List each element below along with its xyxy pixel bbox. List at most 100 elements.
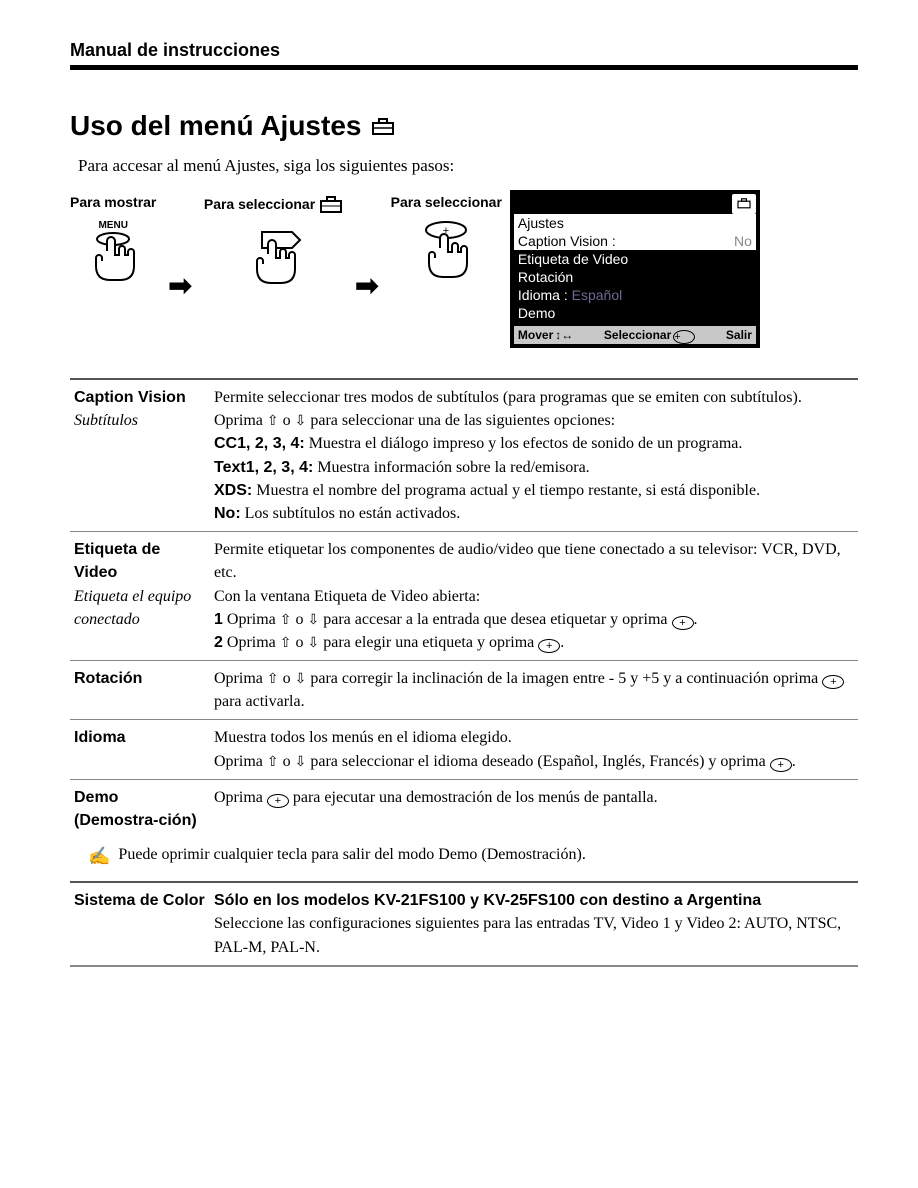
def-p: Seleccione las configuraciones siguiente… [214,912,854,958]
def-p: Permite seleccionar tres modos de subtít… [214,386,854,409]
menu-label: MENU [98,220,127,231]
oval-plus-icon: + [822,675,844,689]
header-rule [70,65,858,70]
arrow-icon: ➡ [168,269,191,303]
toolbox-icon [319,194,343,214]
oval-plus-icon: + [672,616,694,630]
note-text: Puede oprimir cualquier tecla para salir… [118,846,585,867]
joystick-hand-icon [244,224,304,294]
term-idioma: Idioma [74,726,206,749]
table-row: Idioma Muestra todos los menús en el idi… [70,720,858,779]
toolbox-icon [371,116,395,136]
def-p: Oprima ⇧ o ⇩ para seleccionar una de las… [214,409,854,432]
down-arrow-icon: ⇩ [295,670,307,686]
definition-cell: Muestra todos los menús en el idioma ele… [210,720,858,779]
osd-toolbox-icon [732,194,756,214]
step-num: 1 [214,611,223,628]
osd-footer: Mover↕↔ Seleccionar+ Salir [514,326,756,344]
down-arrow-icon: ⇩ [295,753,307,769]
intro-text: Para accesar al menú Ajustes, siga los s… [78,156,858,176]
t: Oprima [227,611,280,628]
table-row: Caption Vision Subtítulos Permite selecc… [70,379,858,532]
definitions-table: Caption Vision Subtítulos Permite selecc… [70,378,858,838]
t: Oprima [214,670,267,687]
t: para activarla. [214,693,305,710]
b: No: [214,505,241,522]
term-demo: Demo (Demostra-ción) [74,786,206,832]
def-step: 1Oprima ⇧ o ⇩ para accesar a la entrada … [214,608,854,631]
osd-foot-move: Mover [518,328,553,342]
oval-plus-icon: + [538,639,560,653]
t: para elegir una etiqueta y oprima [319,634,538,651]
term-caption-vision: Caption Vision [74,386,206,409]
arrow-icon: ➡ [355,269,378,303]
page-header: Manual de instrucciones [70,40,858,70]
def-p: Muestra todos los menús en el idioma ele… [214,726,854,749]
term-sistema: Sistema de Color [74,889,206,912]
definition-cell: Oprima ⇧ o ⇩ para corregir la inclinació… [210,661,858,720]
osd-idioma-value: Español [572,287,623,303]
t: o [292,634,308,651]
t: Los subtítulos no están activados. [241,505,461,522]
t: para corregir la inclinación de la image… [306,670,822,687]
def-p: XDS: Muestra el nombre del programa actu… [214,479,854,502]
step-1: Para mostrar MENU [70,194,156,301]
note: ✍ Puede oprimir cualquier tecla para sal… [88,846,858,873]
step-3: Para seleccionar + [391,194,502,290]
title-text: Uso del menú Ajustes [70,110,361,142]
definition-cell: Sólo en los modelos KV-21FS100 y KV-25FS… [210,882,858,965]
term-etiqueta: Etiqueta de Video [74,538,206,584]
def-step: 2Oprima ⇧ o ⇩ para elegir una etiqueta y… [214,631,854,654]
b: XDS: [214,482,252,499]
osd-foot-exit: Salir [726,328,752,342]
osd-highlight-row: Caption Vision : No [514,232,756,250]
osd-line: Etiqueta de Video [514,250,756,268]
down-arrow-icon: ⇩ [308,611,320,627]
t: Muestra el nombre del programa actual y … [252,482,760,499]
b: CC1, 2, 3, 4: [214,435,305,452]
up-arrow-icon: ⇧ [267,412,279,428]
pencil-icon: ✍ [88,846,110,867]
osd-line: Demo [514,304,756,322]
t: para ejecutar una demostración de los me… [289,789,658,806]
def-p: Text1, 2, 3, 4: Muestra información sobr… [214,456,854,479]
definitions-table-2: Sistema de Color Sólo en los modelos KV-… [70,881,858,967]
term-rotacion: Rotación [74,667,206,690]
header-title: Manual de instrucciones [70,40,858,61]
osd-idioma-label: Idioma : [518,287,568,303]
table-row [70,965,858,966]
up-arrow-icon: ⇧ [280,634,292,650]
table-row: Demo (Demostra-ción) Oprima + para ejecu… [70,779,858,838]
def-p: No: Los subtítulos no están activados. [214,502,854,525]
osd-hl-label: Caption Vision : [518,233,616,249]
page-title: Uso del menú Ajustes [70,110,858,142]
table-row: Rotación Oprima ⇧ o ⇩ para corregir la i… [70,661,858,720]
t: para seleccionar una de las siguientes o… [306,412,615,429]
def-p: CC1, 2, 3, 4: Muestra el diálogo impreso… [214,432,854,455]
t: Muestra el diálogo impreso y los efectos… [305,435,743,452]
t: Muestra información sobre la red/emisora… [313,459,589,476]
oval-plus-icon: + [770,758,792,772]
definition-cell: Permite seleccionar tres modos de subtít… [210,379,858,532]
definition-cell: Permite etiquetar los componentes de aud… [210,532,858,661]
osd-foot-sel: Seleccionar [604,328,671,342]
t: o [279,753,295,770]
steps-row: Para mostrar MENU ➡ Para seleccionar ➡ P… [70,194,858,348]
osd-title: Ajustes [514,214,756,232]
t: Oprima [214,412,267,429]
down-arrow-icon: ⇩ [308,634,320,650]
osd-arrows-icon: ↕↔ [555,328,573,342]
term-sub: Subtítulos [74,409,206,432]
step-2: Para seleccionar [204,194,343,294]
press-oval-hand-icon: + [416,220,476,290]
up-arrow-icon: ⇧ [267,753,279,769]
t: Oprima [214,789,267,806]
osd-screenshot: Ajustes Caption Vision : No Etiqueta de … [510,190,760,348]
oval-plus-icon: + [267,794,289,808]
osd-line: Rotación [514,268,756,286]
t: Oprima [227,634,280,651]
up-arrow-icon: ⇧ [280,611,292,627]
t: para accesar a la entrada que desea etiq… [319,611,671,628]
t: Oprima [214,753,267,770]
term-sub: Etiqueta el equipo conectado [74,585,206,631]
